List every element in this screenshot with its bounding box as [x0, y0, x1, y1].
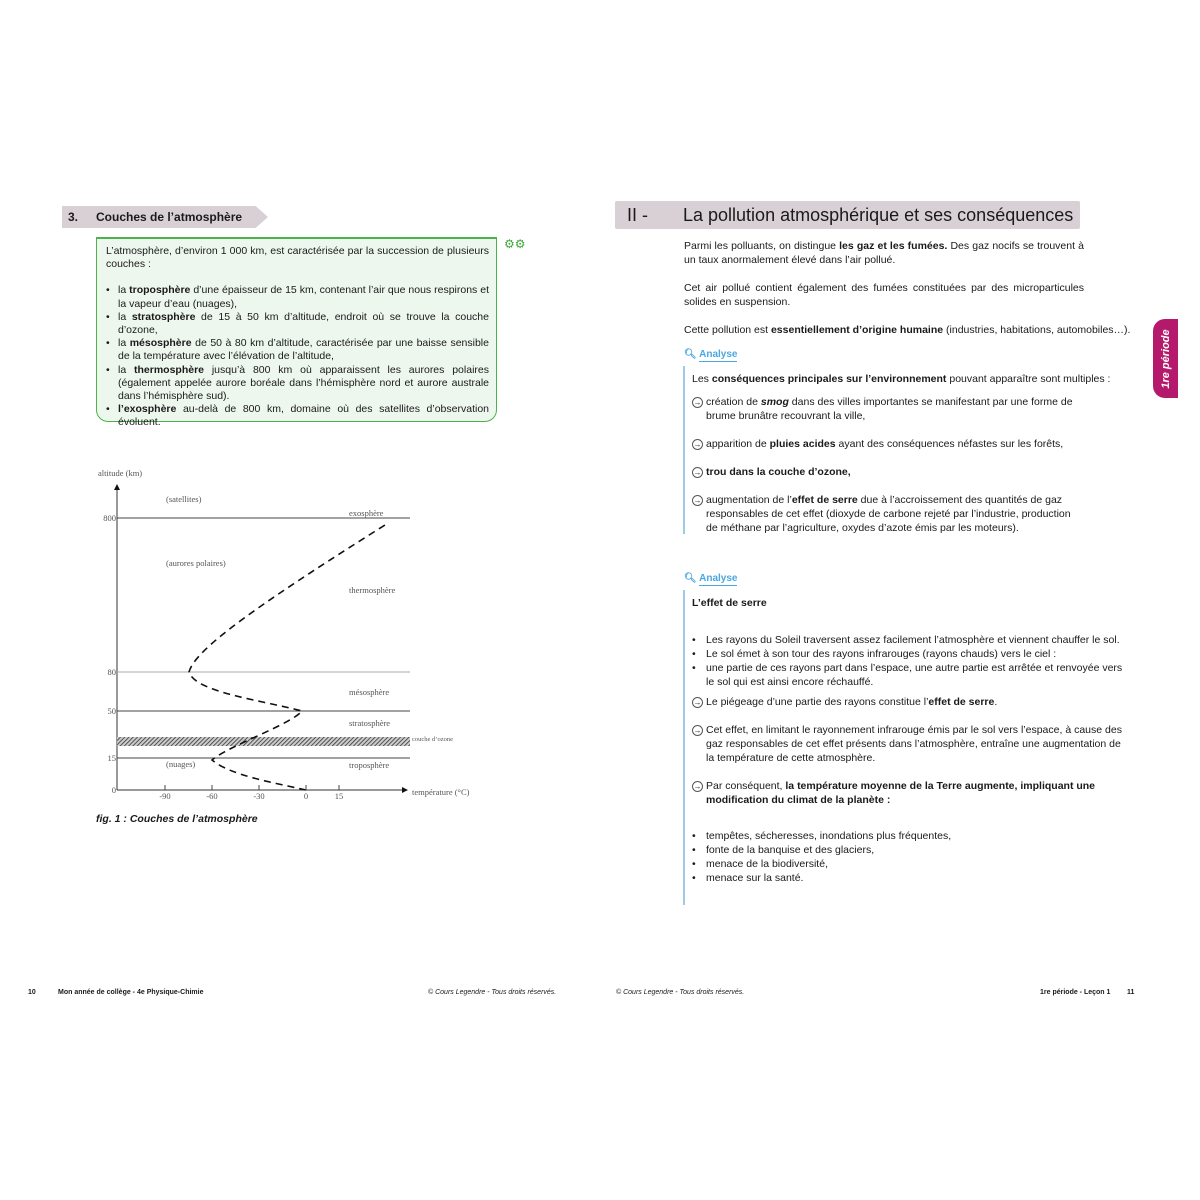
analyse-point: Cet effet, en limitant le rayonnement in…: [706, 724, 1122, 764]
paragraph: Cette pollution est essentiellement d’or…: [684, 324, 1131, 336]
copyright: © Cours Legendre - Tous droits réservés.: [428, 989, 557, 996]
period-tab[interactable]: 1re période: [1153, 319, 1178, 398]
analyse-point: Par conséquent, la température moyenne d…: [706, 780, 1096, 806]
left-page-number: 10: [28, 989, 36, 996]
consequence-item: trou dans la couche d’ozone,: [706, 466, 851, 478]
atmosphere-diagram: altitude (km) température (°C) couche d’…: [98, 468, 470, 801]
x-axis-arrow-icon: [402, 787, 408, 793]
copyright: © Cours Legendre - Tous droits réservés.: [616, 989, 745, 996]
y-axis-label: altitude (km): [98, 468, 142, 478]
x-axis-label: température (°C): [412, 787, 470, 797]
arrow-circle-icon: →: [692, 781, 703, 792]
arrow-circle-icon: →: [692, 397, 703, 408]
analyse-label: 🔍︎ Analyse: [684, 349, 738, 362]
note-aurores: (aurores polaires): [166, 558, 226, 568]
right-running-title: 1re période - Leçon 1: [1040, 989, 1111, 996]
bullet-item: • une partie de ces rayons part dans l’es…: [692, 662, 1123, 688]
right-page-number: 11: [1127, 989, 1135, 996]
bullet-item: • Le sol émet à son tour des rayons infra…: [692, 648, 1057, 660]
layer-label: mésosphère: [349, 687, 389, 697]
arrow-circle-icon: →: [692, 697, 703, 708]
note-satellites: (satellites): [166, 494, 202, 504]
y-tick-label: 50: [108, 706, 117, 716]
arrow-circle-icon: →: [692, 495, 703, 506]
layer-item: la troposphère d’une épaisseur de 15 km,…: [106, 284, 489, 310]
layer-item: la thermosphère jusqu’à 800 km où appara…: [106, 364, 489, 404]
arrow-circle-icon: →: [692, 725, 703, 736]
figure-caption: fig. 1 : Couches de l’atmosphère: [96, 813, 258, 825]
arrow-circle-icon: →: [692, 439, 703, 450]
layer-list: la troposphère d’une épaisseur de 15 km,…: [106, 284, 489, 429]
info-box: L’atmosphère, d’environ 1 000 km, est ca…: [96, 237, 497, 428]
arrow-circle-icon: →: [692, 467, 703, 478]
layer-label: stratosphère: [349, 718, 390, 728]
search-icon: 🔍︎: [684, 349, 697, 360]
analyse-bar: [683, 366, 685, 534]
note-nuages: (nuages): [166, 759, 195, 769]
ozone-band: [117, 737, 410, 746]
ozone-label: couche d’ozone: [412, 736, 453, 743]
analyse-label: 🔍︎ Analyse: [684, 573, 738, 586]
analyse-intro: Les conséquences principales sur l’envir…: [692, 373, 1111, 385]
box-intro: L’atmosphère, d’environ 1 000 km, est ca…: [106, 245, 489, 271]
layer-item: la mésosphère de 50 à 80 km d’altitude, …: [106, 337, 489, 363]
consequence-item: création de smog dans des villes importa…: [706, 396, 1073, 422]
y-tick-label: 0: [112, 785, 116, 795]
section-heading: 3. Couches de l’atmosphère: [62, 206, 268, 228]
analyse-point: Le piégeage d’une partie des rayons cons…: [706, 696, 998, 708]
x-tick-label: 0: [304, 791, 308, 801]
analyse-title: L’effet de serre: [692, 597, 767, 609]
consequence-item: apparition de pluies acides ayant des co…: [706, 438, 1064, 450]
layer-item: la stratosphère de 15 à 50 km d’altitude…: [106, 311, 489, 337]
y-tick-label: 800: [103, 513, 116, 523]
paragraph: Parmi les polluants, on distingue les ga…: [684, 240, 1084, 266]
gears-icon: ⚙⚙: [504, 237, 526, 251]
bullet-item: • menace de la biodiversité,: [692, 858, 828, 870]
y-tick-label: 80: [108, 667, 117, 677]
bullet-item: • tempêtes, sécheresses, inondations plus…: [692, 830, 952, 842]
left-running-title: Mon année de collège - 4e Physique-Chimi…: [58, 989, 204, 996]
x-tick-label: -60: [206, 791, 217, 801]
bullet-item: • fonte de la banquise et des glaciers,: [692, 844, 875, 856]
layer-label: thermosphère: [349, 585, 395, 595]
bullet-list: • Les rayons du Soleil traversent assez f…: [692, 633, 1132, 689]
bullet-list: • tempêtes, sécheresses, inondations plus…: [692, 829, 1132, 885]
search-icon: 🔍︎: [684, 573, 697, 584]
x-tick-label: -90: [159, 791, 170, 801]
y-axis-arrow-icon: [114, 484, 120, 490]
bullet-item: • Les rayons du Soleil traversent assez f…: [692, 634, 1120, 646]
temperature-curve: [188, 524, 386, 791]
section-heading: II - La pollution atmosphérique et ses co…: [615, 201, 1080, 229]
layer-item: l’exosphère au-delà de 800 km, domaine o…: [106, 403, 489, 429]
x-tick-label: 15: [335, 791, 344, 801]
paragraph: Cet air pollué contient également des fu…: [684, 282, 1084, 308]
bullet-item: • menace sur la santé.: [692, 872, 804, 884]
consequence-item: augmentation de l’effet de serre due à l…: [706, 494, 1071, 534]
layer-label: troposphère: [349, 760, 389, 770]
analyse-bar: [683, 590, 685, 905]
layer-label: exosphère: [349, 508, 384, 518]
x-tick-label: -30: [253, 791, 264, 801]
y-tick-label: 15: [108, 753, 117, 763]
